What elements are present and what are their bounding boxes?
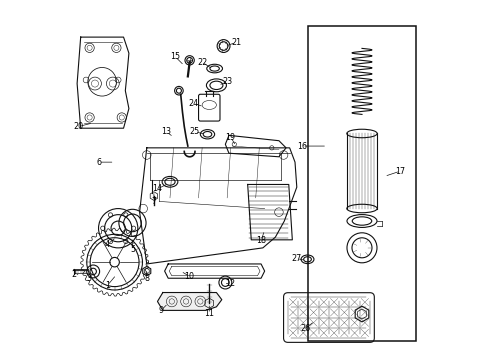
- Text: 26: 26: [301, 324, 311, 333]
- Text: 1: 1: [105, 281, 110, 290]
- Text: 27: 27: [292, 254, 302, 263]
- Text: 9: 9: [158, 306, 164, 315]
- Text: 5: 5: [130, 245, 135, 254]
- Text: 8: 8: [144, 274, 149, 283]
- Text: 11: 11: [204, 310, 214, 319]
- Text: 10: 10: [185, 272, 195, 281]
- Text: 7: 7: [151, 197, 156, 206]
- Text: 17: 17: [395, 167, 405, 176]
- Text: 19: 19: [226, 132, 236, 141]
- Text: 22: 22: [197, 58, 207, 67]
- Text: 13: 13: [161, 127, 172, 136]
- Text: 14: 14: [152, 184, 163, 193]
- Text: 24: 24: [188, 99, 198, 108]
- Text: 2: 2: [72, 270, 77, 279]
- Text: 21: 21: [231, 38, 241, 47]
- Bar: [308, 26, 416, 341]
- Text: 20: 20: [74, 122, 84, 131]
- Text: 3: 3: [86, 274, 91, 283]
- Text: 18: 18: [256, 236, 266, 245]
- Polygon shape: [157, 293, 222, 310]
- Text: 23: 23: [222, 77, 232, 86]
- Text: 16: 16: [297, 141, 307, 150]
- Text: 6: 6: [96, 158, 101, 167]
- Text: 25: 25: [190, 127, 200, 136]
- Text: 12: 12: [226, 279, 236, 288]
- Text: 15: 15: [171, 52, 180, 61]
- Text: 4: 4: [105, 240, 110, 249]
